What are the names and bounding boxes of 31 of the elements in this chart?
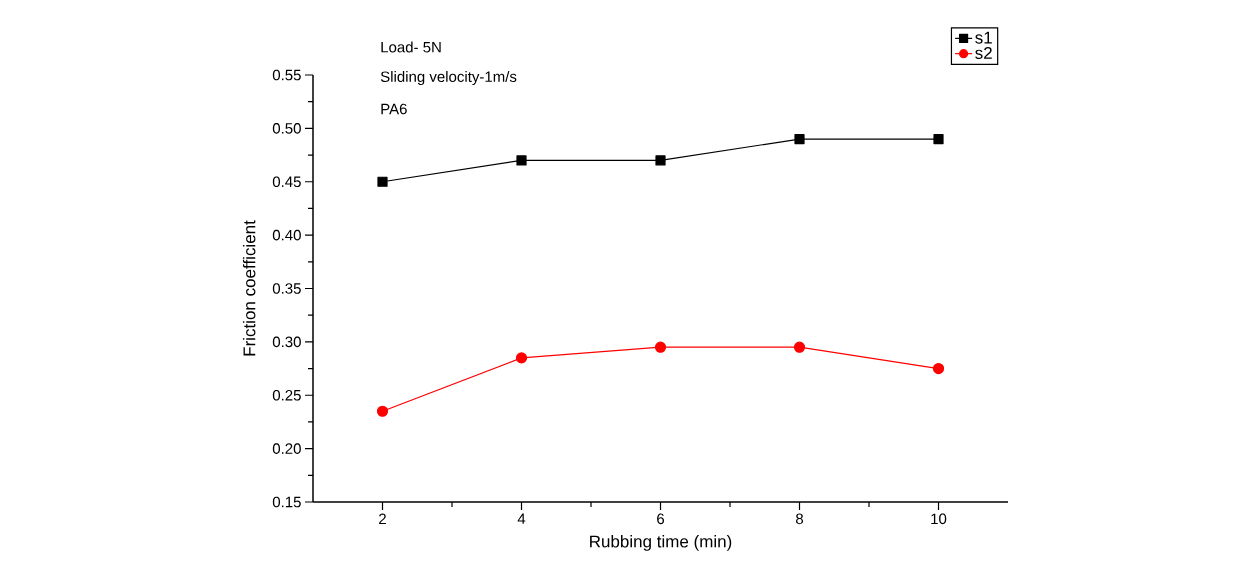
- x-tick-label: 4: [517, 513, 526, 524]
- point: [377, 176, 388, 187]
- x-axis-title: Rubbing time (min): [590, 535, 732, 551]
- annotation: PA6: [381, 103, 407, 115]
- y-tick-label: 0.30: [272, 336, 301, 348]
- y-axis-title: Friction coefficient: [242, 220, 256, 356]
- x-tick-label: 6: [657, 513, 665, 525]
- y-tick-label: 0.20: [272, 443, 301, 454]
- y-tick-label: 0.40: [272, 229, 301, 241]
- point: [515, 352, 528, 364]
- y-tick-label: 0.50: [272, 123, 301, 134]
- y-tick-label: 0.55: [272, 69, 301, 81]
- x-tick-label: 8: [796, 513, 804, 525]
- legend-label: s2: [975, 46, 992, 60]
- point: [932, 362, 945, 375]
- point: [654, 341, 667, 353]
- y-tick-label: 0.35: [272, 283, 301, 294]
- point: [516, 155, 527, 166]
- text: Load- 5N: [381, 41, 441, 53]
- legend-label: s1: [975, 31, 992, 44]
- x-tick-label: 2: [379, 513, 386, 525]
- y-tick-label: 0.25: [272, 389, 301, 401]
- x-tick-label: 10: [931, 513, 947, 525]
- point: [376, 405, 389, 417]
- y-tick-label: 0.15: [272, 496, 301, 508]
- point: [793, 341, 806, 353]
- point: [655, 155, 666, 166]
- point: [933, 133, 944, 145]
- annotation: Sliding velocity-1m/s: [380, 71, 517, 85]
- y-tick-label: 0.45: [272, 176, 301, 188]
- point: [794, 133, 805, 145]
